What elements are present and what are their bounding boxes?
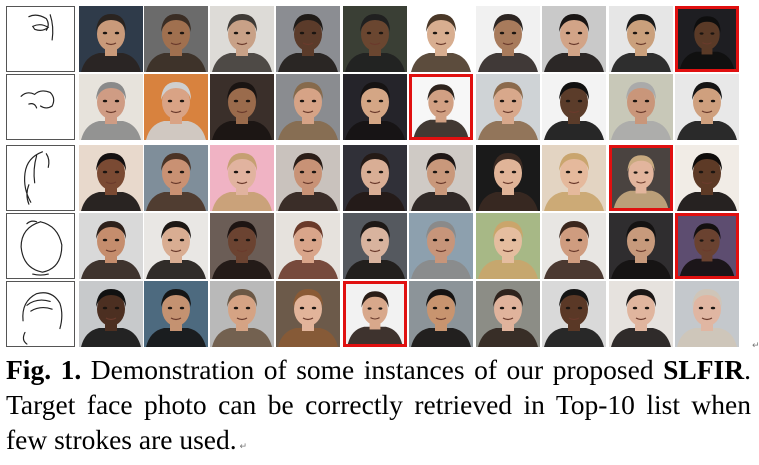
face-photo — [409, 145, 473, 211]
caption-text-after: . Target face photo can be correctly ret… — [6, 354, 751, 455]
face-photo — [79, 74, 143, 140]
face-photo — [276, 74, 340, 140]
face-photo — [476, 74, 540, 140]
face-photo — [542, 74, 606, 140]
face-photo — [210, 145, 274, 211]
face-photo — [675, 74, 739, 140]
face-photo — [343, 6, 407, 72]
face-photo — [542, 6, 606, 72]
face-photo — [276, 213, 340, 279]
target-face-photo — [675, 6, 739, 72]
caption-method-name: SLFIR — [663, 354, 745, 385]
partial-sketch-nose — [6, 74, 75, 140]
target-face-photo — [675, 213, 739, 279]
face-photo — [409, 213, 473, 279]
face-photo — [210, 6, 274, 72]
face-photo — [276, 281, 340, 347]
face-photo — [343, 145, 407, 211]
partial-sketch-face-outline — [6, 213, 75, 279]
partial-sketch-eye — [6, 6, 75, 72]
face-photo — [79, 213, 143, 279]
face-photo — [542, 213, 606, 279]
face-photo — [144, 6, 208, 72]
face-photo — [409, 6, 473, 72]
face-photo — [343, 213, 407, 279]
target-face-photo — [409, 74, 473, 140]
face-photo — [476, 213, 540, 279]
partial-sketch-hair — [6, 281, 75, 347]
face-photo — [144, 74, 208, 140]
face-photo — [79, 6, 143, 72]
face-photo — [276, 145, 340, 211]
figure-caption: Fig. 1. Demonstration of some instances … — [6, 352, 751, 465]
face-photo — [542, 281, 606, 347]
face-photo — [675, 281, 739, 347]
face-photo — [276, 6, 340, 72]
face-photo — [144, 281, 208, 347]
face-photo — [79, 145, 143, 211]
face-photo — [343, 74, 407, 140]
partial-sketch-hair-contour — [6, 145, 75, 211]
figure-grid — [6, 6, 739, 347]
face-photo — [609, 281, 673, 347]
face-photo — [476, 281, 540, 347]
face-photo — [675, 145, 739, 211]
face-photo — [79, 281, 143, 347]
paragraph-mark-icon: ↵ — [236, 442, 248, 452]
face-photo — [609, 6, 673, 72]
face-photo — [409, 281, 473, 347]
face-photo — [144, 213, 208, 279]
face-photo — [476, 145, 540, 211]
face-photo — [210, 213, 274, 279]
face-photo — [144, 145, 208, 211]
paragraph-mark-icon: ↵ — [752, 341, 759, 351]
caption-fig-label: Fig. 1. — [6, 354, 82, 385]
target-face-photo — [609, 145, 673, 211]
face-photo — [210, 74, 274, 140]
face-photo — [542, 145, 606, 211]
face-photo — [210, 281, 274, 347]
face-photo — [476, 6, 540, 72]
face-photo — [609, 213, 673, 279]
face-photo — [609, 74, 673, 140]
target-face-photo — [343, 281, 407, 347]
caption-text-before: Demonstration of some instances of our p… — [81, 354, 664, 385]
